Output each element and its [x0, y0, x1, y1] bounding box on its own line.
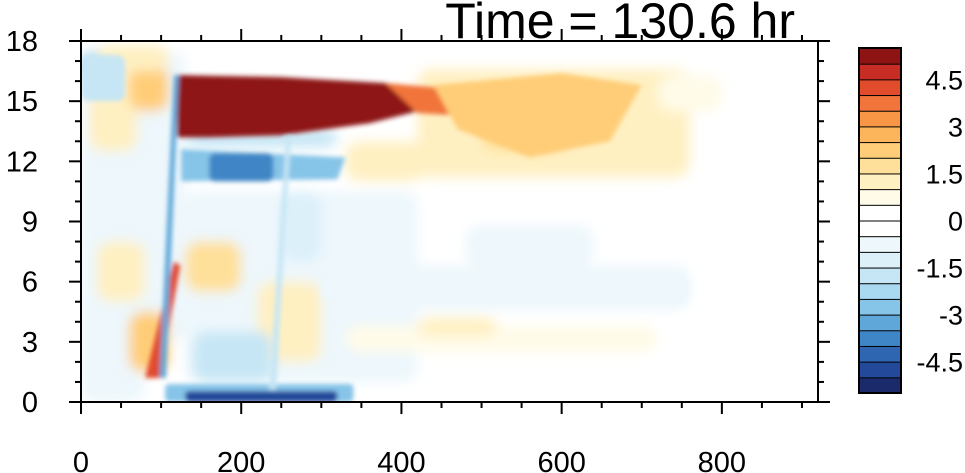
- y-axis: 0 3 6 9 12 15 18: [6, 26, 830, 419]
- feature-slanted-negative: [159, 75, 179, 378]
- colorbar-segment: [858, 94, 902, 112]
- colorbar-segment: [858, 235, 902, 253]
- colorbar-segment: [858, 267, 902, 285]
- colorbar-segment: [858, 220, 902, 238]
- chart-title: Time = 130.6 hr: [445, 0, 795, 49]
- colorbar-segment: [858, 298, 902, 316]
- colorbar-segment: [858, 376, 902, 394]
- colorbar-segment: [858, 63, 902, 81]
- y-tick-label: 15: [6, 86, 38, 118]
- colorbar-label: -3: [939, 301, 963, 331]
- field-patch: [185, 241, 242, 292]
- feature-upper-positive-plume: [177, 75, 458, 138]
- colorbar-label: 1.5: [925, 159, 963, 189]
- x-tick-label: 0: [73, 447, 89, 473]
- colorbar-segment: [858, 172, 902, 191]
- y-tick-label: 0: [22, 387, 38, 419]
- colorbar-label: -1.5: [916, 254, 963, 284]
- field-patch: [657, 75, 722, 112]
- x-tick-label: 600: [537, 447, 585, 473]
- colorbar-segment: [858, 47, 902, 65]
- x-tick-label: 800: [698, 447, 746, 473]
- colorbar-segment: [858, 141, 902, 159]
- colorbar-segment: [858, 204, 902, 222]
- field-patch: [417, 317, 498, 336]
- colorbar-segment: [858, 314, 902, 332]
- y-tick-label: 12: [6, 146, 38, 178]
- colorbar-label: -4.5: [916, 348, 963, 378]
- field-patch: [129, 65, 170, 112]
- colorbar-segment: [858, 345, 902, 363]
- field-patch: [97, 241, 146, 302]
- colorbar-label: 0: [948, 207, 963, 237]
- feature-surface-core: [185, 390, 338, 402]
- colorbar-segment: [858, 251, 902, 269]
- x-tick-label: 400: [377, 447, 425, 473]
- y-tick-label: 6: [22, 267, 38, 299]
- feature-midlevel-band: [321, 275, 690, 302]
- field-patch: [465, 225, 594, 266]
- feature-secondary-front: [269, 137, 291, 390]
- colorbar-segment: [858, 361, 902, 379]
- colorbar-segment: [858, 329, 902, 347]
- colorbar-label: 4.5: [925, 65, 963, 95]
- y-tick-label: 3: [22, 327, 38, 359]
- field-patch: [193, 331, 274, 382]
- field-patch: [281, 191, 322, 262]
- colorbar-segment: [858, 78, 902, 97]
- colorbar-segment: [858, 157, 902, 175]
- colorbar-segment: [858, 125, 902, 144]
- heatmap-field: [81, 45, 722, 402]
- x-axis: 0 200 400 600 800: [73, 29, 803, 473]
- colorbar-segment: [858, 282, 902, 300]
- colorbar-frame: [858, 47, 902, 394]
- x-tick-label: 200: [217, 447, 265, 473]
- colorbar-label: 3: [948, 112, 963, 142]
- feature-positive-tail: [433, 73, 642, 158]
- y-tick-label: 9: [22, 207, 38, 239]
- feature-negative-core: [209, 153, 274, 182]
- field-patch: [345, 141, 426, 182]
- colorbar-segment: [858, 188, 902, 206]
- colorbar: 4.5 3 1.5 0 -1.5 -3 -4.5: [858, 47, 963, 394]
- y-tick-label: 18: [6, 26, 38, 58]
- field-detail-layer: [81, 55, 690, 402]
- colorbar-segment: [858, 110, 902, 128]
- field-patch: [345, 325, 658, 352]
- feature-left-edge: [81, 55, 126, 102]
